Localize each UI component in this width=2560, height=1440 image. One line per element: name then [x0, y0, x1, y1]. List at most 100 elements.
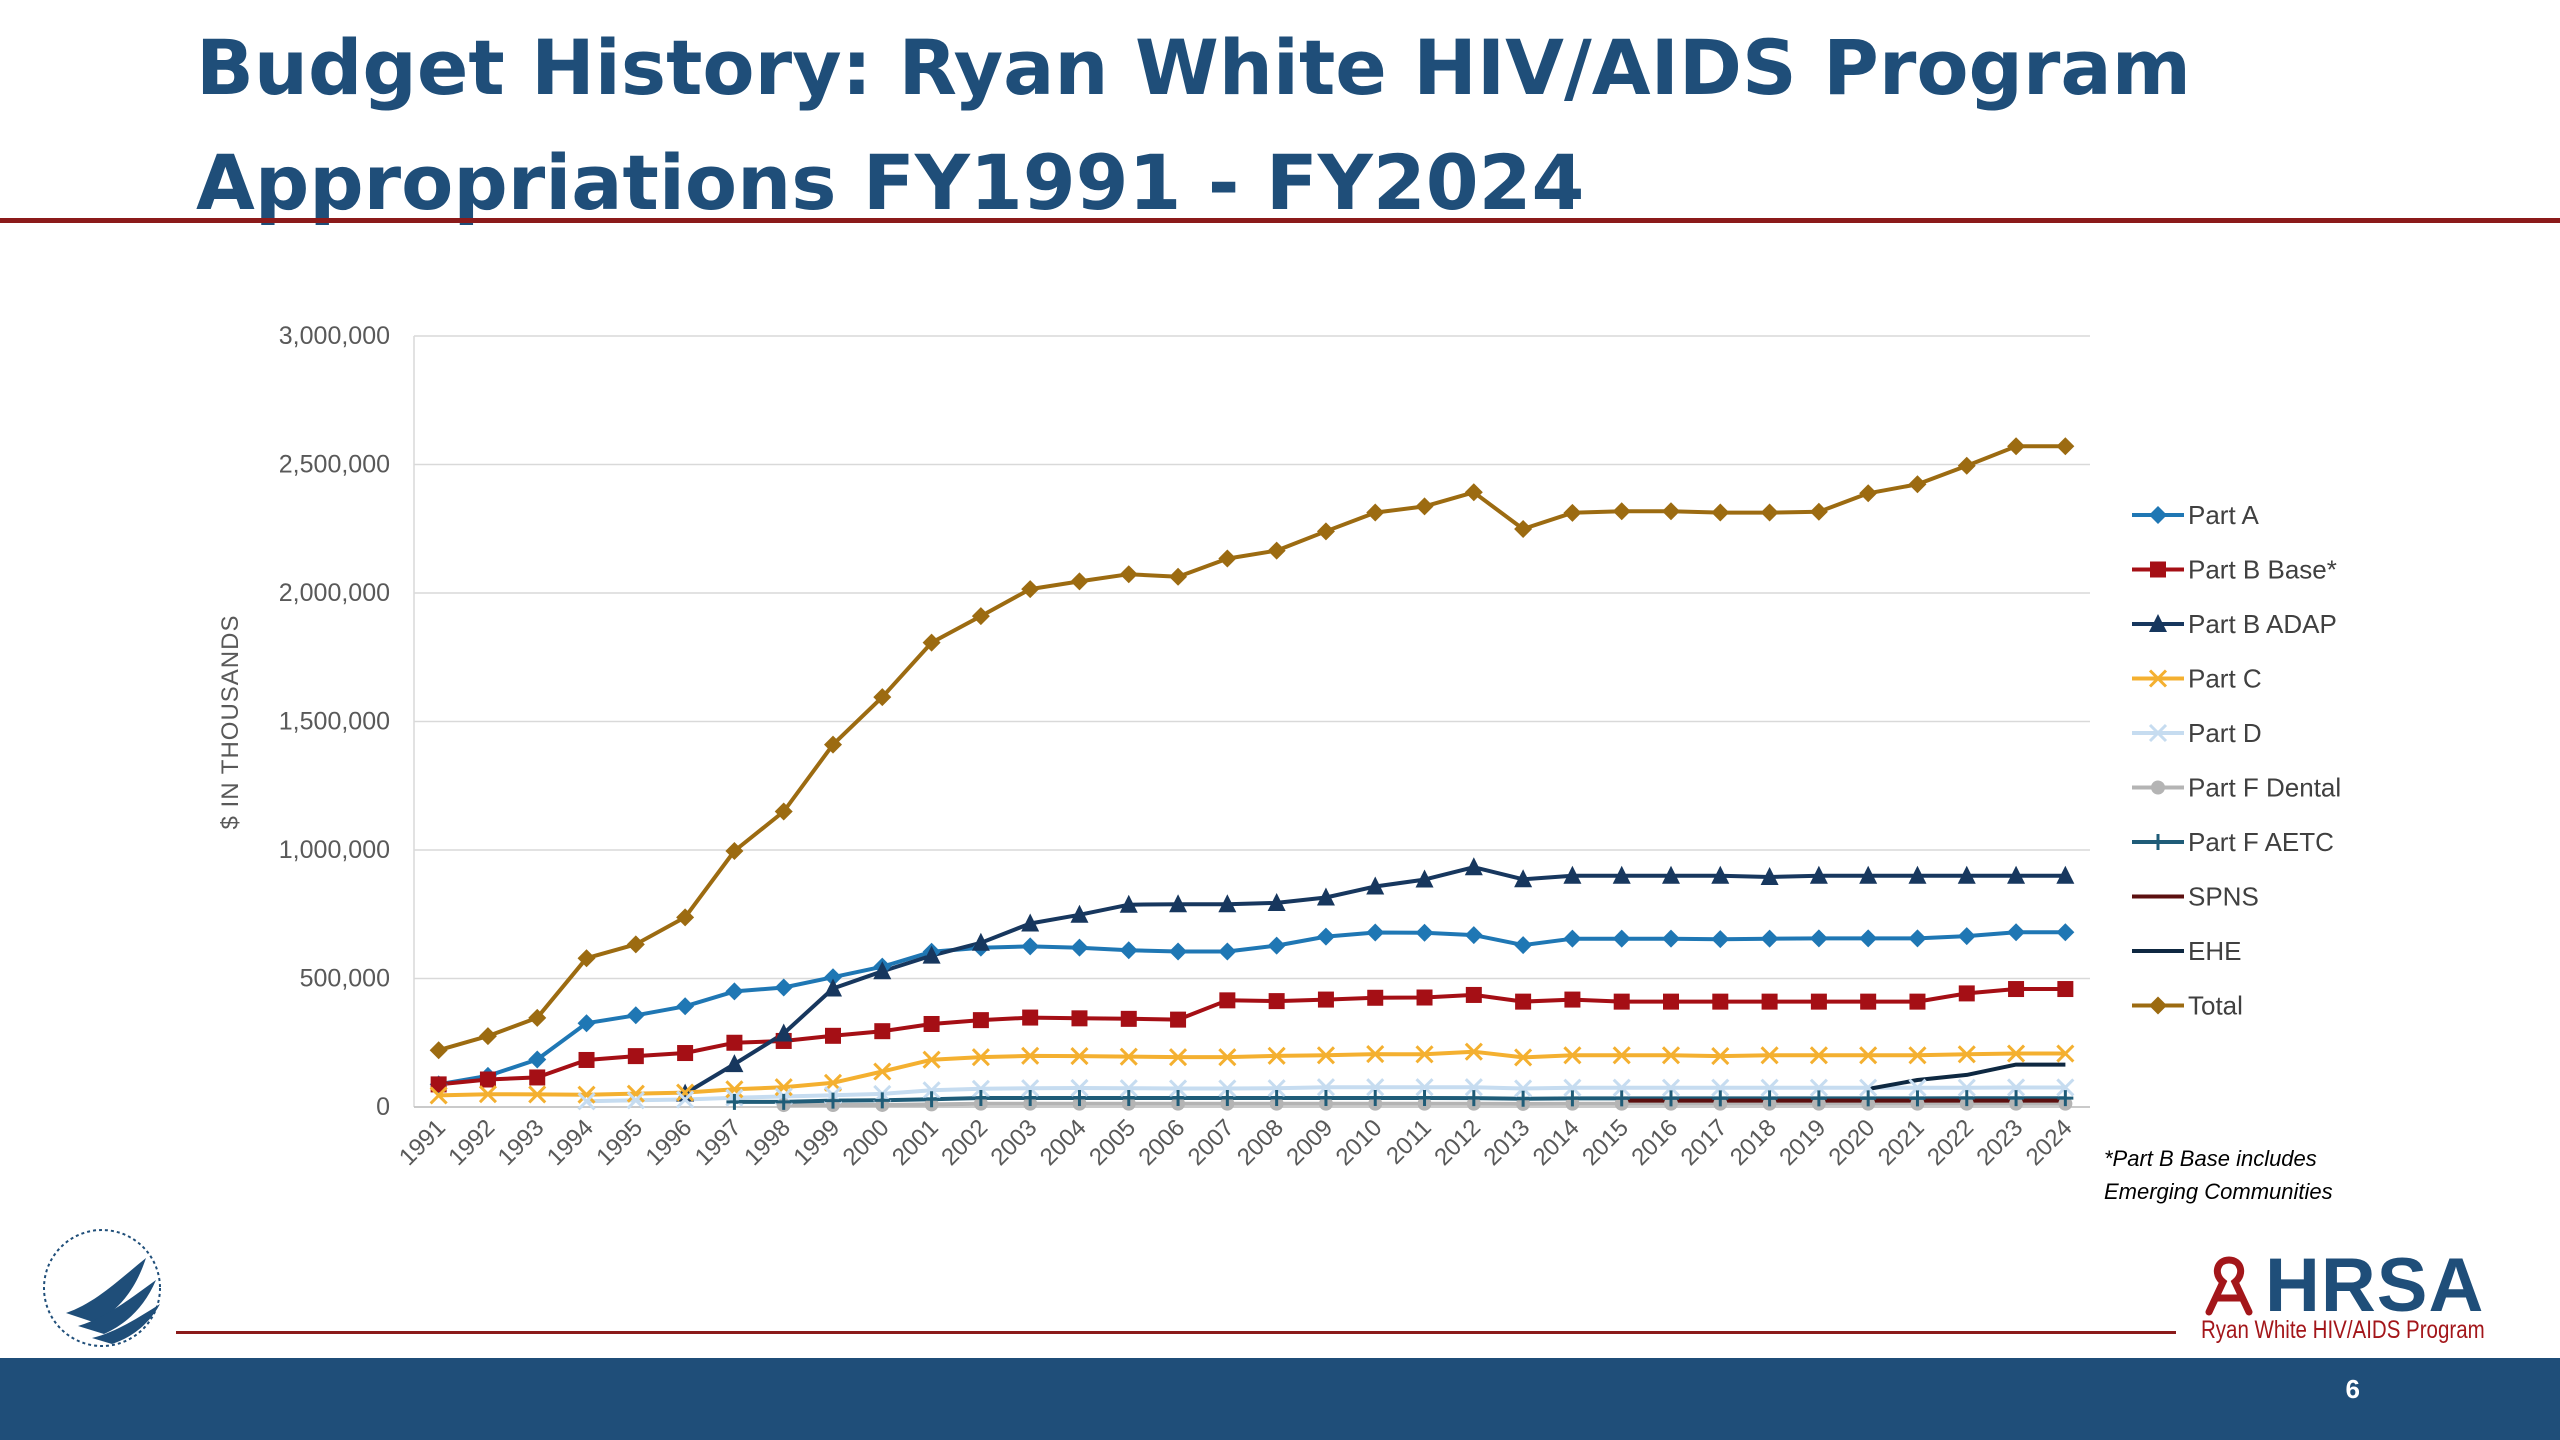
data-point-total — [2007, 437, 2026, 456]
data-point-part-f-aetc — [1465, 1090, 1482, 1107]
data-point-part-f-aetc — [825, 1092, 841, 1109]
data-point-part-b-base — [1367, 989, 1384, 1006]
data-point-part-b-adap — [1070, 904, 1089, 923]
y-tick-label: 1,500,000 — [279, 708, 390, 736]
data-point-part-f-aetc — [1860, 1090, 1877, 1107]
data-point-part-c — [1859, 1046, 1878, 1065]
data-point-total — [1464, 483, 1483, 502]
data-point-part-d — [1957, 1078, 1976, 1097]
data-point-total — [626, 935, 645, 954]
data-point-part-b-base — [825, 1027, 841, 1044]
data-point-part-f-aetc — [1564, 1090, 1581, 1107]
data-point-total — [1070, 572, 1089, 591]
data-point-part-f-aetc — [874, 1092, 891, 1109]
data-point-part-b-base — [1071, 1010, 1088, 1027]
data-point-part-c — [1021, 1046, 1040, 1065]
page-number: 6 — [2345, 1374, 2360, 1404]
series-markers — [429, 437, 2075, 1113]
data-point-part-b-adap — [1415, 869, 1434, 888]
data-point-part-c — [2006, 1044, 2026, 1063]
data-point-part-b-adap — [2056, 865, 2075, 884]
data-point-part-d — [1168, 1079, 1188, 1098]
data-point-part-b-adap — [1119, 894, 1138, 913]
data-point-total — [725, 842, 744, 861]
data-point-part-b-adap — [1563, 865, 1582, 884]
data-point-part-b-adap — [1366, 876, 1385, 895]
data-point-part-a — [774, 978, 793, 997]
y-tick-label: 0 — [376, 1093, 390, 1121]
data-point-part-d — [971, 1079, 990, 1098]
series-line-part-a — [438, 930, 2066, 1087]
x-tick-label: 1993 — [493, 1114, 550, 1171]
title-divider — [0, 218, 2560, 223]
data-point-total — [873, 688, 892, 707]
data-point-part-b-adap — [971, 932, 990, 951]
x-tick-label: 2016 — [1626, 1114, 1683, 1171]
data-point-part-f-aetc — [1268, 1090, 1285, 1107]
data-point-part-b-base — [479, 1071, 496, 1088]
data-point-part-f-aetc — [1958, 1090, 1975, 1107]
legend-marker-total — [2149, 996, 2167, 1015]
hhs-seal-logo — [26, 1218, 186, 1358]
data-point-total — [1021, 580, 1040, 599]
data-point-part-b-base — [1860, 993, 1877, 1010]
budget-line-chart: 0 500,000 1,000,000 1,500,000 2,000,000 2,500… — [217, 322, 2341, 1171]
legend-label-part-b-base: Part B Base* — [2188, 555, 2337, 585]
data-point-total — [1711, 503, 1730, 522]
data-point-part-a — [577, 1014, 596, 1033]
data-point-part-d — [1859, 1078, 1878, 1097]
data-point-part-b-adap — [1021, 913, 1040, 932]
data-point-part-d — [1809, 1078, 1828, 1097]
series-line-part-c — [438, 1049, 2066, 1098]
data-point-part-c — [1957, 1045, 1976, 1064]
data-point-part-a — [1612, 929, 1631, 948]
x-tick-label: 2004 — [1035, 1114, 1092, 1171]
data-point-part-b-base — [1317, 991, 1334, 1008]
data-point-total — [1218, 549, 1237, 568]
data-point-part-a — [2056, 923, 2075, 942]
chart-legend: Part A Part B Base* Part B ADAP Part C Part … — [2132, 500, 2341, 1021]
data-point-part-c — [1415, 1045, 1434, 1064]
data-point-part-b-adap — [1316, 887, 1335, 906]
data-point-part-f-aetc — [1810, 1090, 1827, 1107]
data-point-part-b-base — [1268, 993, 1285, 1010]
data-point-part-f-aetc — [726, 1093, 743, 1110]
data-point-part-a — [2007, 923, 2026, 942]
data-point-part-a — [1316, 927, 1335, 946]
legend-label-spns: SPNS — [2188, 882, 2259, 912]
footer-divider — [176, 1331, 2176, 1334]
data-point-part-d — [1218, 1079, 1237, 1098]
data-point-part-c — [1760, 1046, 1779, 1065]
data-point-part-a — [1809, 929, 1828, 948]
legend-marker-part-a — [2149, 506, 2167, 524]
footer-bar: 6 — [0, 1358, 2560, 1440]
x-tick-label: 2017 — [1676, 1114, 1733, 1171]
data-point-part-d — [1267, 1079, 1286, 1098]
x-tick-label: 1998 — [739, 1114, 796, 1171]
data-point-part-d — [1316, 1078, 1336, 1097]
data-point-part-f-aetc — [1170, 1090, 1187, 1107]
legend-marker-part-b-adap — [2149, 614, 2167, 632]
data-point-part-a — [1464, 926, 1483, 945]
data-point-part-d — [1464, 1078, 1483, 1097]
data-point-part-b-adap — [1859, 865, 1878, 884]
data-point-part-a — [1760, 929, 1779, 948]
data-point-part-d — [626, 1091, 645, 1110]
data-point-part-b-base — [1515, 993, 1532, 1010]
data-point-part-d — [922, 1081, 941, 1100]
data-point-part-a — [1218, 942, 1237, 961]
x-tick-label: 2005 — [1084, 1114, 1141, 1171]
data-point-total — [1119, 565, 1138, 584]
legend-marker-part-f-aetc — [2150, 834, 2166, 850]
data-point-total — [1169, 567, 1188, 586]
x-tick-label: 2022 — [1922, 1114, 1979, 1171]
data-point-part-c — [1661, 1046, 1681, 1065]
data-point-part-a — [1119, 941, 1138, 960]
data-point-part-c — [725, 1080, 744, 1099]
data-point-part-d — [1612, 1078, 1631, 1097]
data-point-part-a — [1908, 929, 1927, 948]
data-point-part-d — [676, 1090, 695, 1109]
data-point-part-b-base — [1022, 1009, 1039, 1026]
x-tick-label: 1999 — [788, 1114, 845, 1171]
data-point-part-b-base — [1712, 993, 1729, 1010]
